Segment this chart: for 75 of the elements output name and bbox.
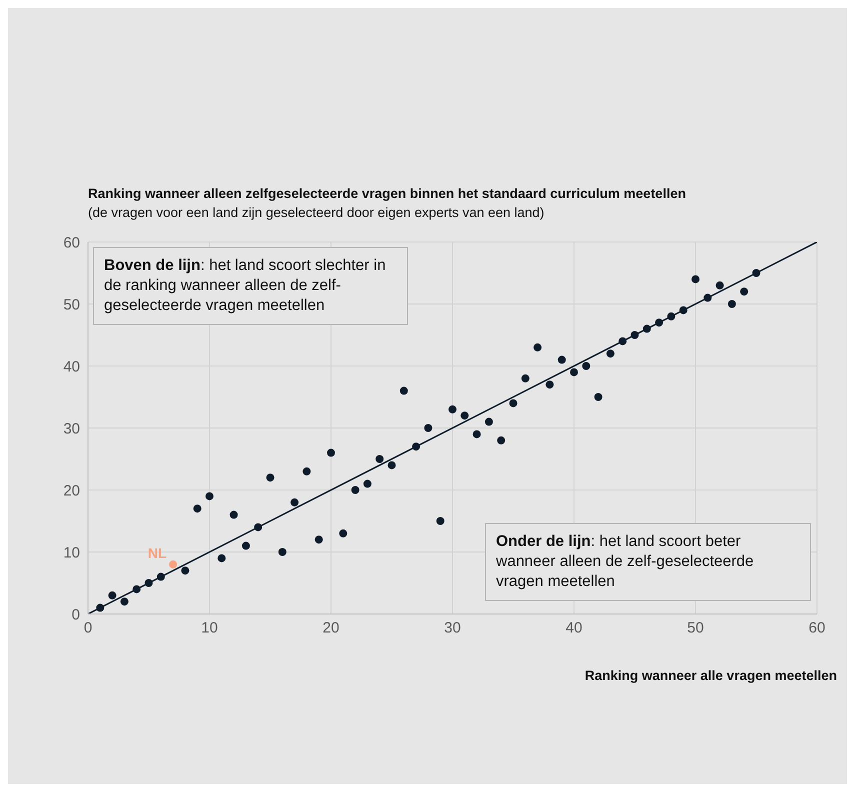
- point: [582, 362, 590, 370]
- y-tick-label: 0: [72, 606, 80, 624]
- point: [509, 399, 518, 408]
- point: [254, 523, 262, 532]
- point: [400, 386, 408, 395]
- point: [655, 318, 664, 327]
- point: [96, 604, 104, 612]
- point: [460, 412, 469, 420]
- x-tick-label: 30: [444, 620, 461, 637]
- point: [363, 480, 372, 488]
- x-tick-label: 60: [808, 620, 826, 637]
- point: [728, 300, 736, 308]
- series-label: NL: [148, 544, 167, 561]
- note-box: Onder de lijn: het land scoort beter wanneer alleen de zelf-geselecteerde vragen meetellen: [485, 523, 811, 601]
- chart-subtitle: (de vragen voor een land zijn geselecteerd door eigen experts van een land): [88, 205, 544, 220]
- point: [206, 492, 214, 500]
- point: [193, 504, 202, 513]
- point: [642, 324, 651, 333]
- y-tick-label: 60: [63, 234, 80, 252]
- point: [484, 418, 493, 426]
- point: [630, 331, 639, 339]
- point: [594, 393, 602, 401]
- x-tick-label: 20: [322, 620, 340, 637]
- point: [108, 591, 116, 600]
- point: [424, 424, 432, 432]
- point: [230, 510, 238, 519]
- x-tick-label: 10: [201, 620, 218, 637]
- point: [156, 572, 165, 581]
- point: [327, 448, 335, 457]
- point: [570, 368, 578, 376]
- x-axis-title: Ranking wanneer alle vragen meetellen: [584, 668, 837, 683]
- point: [497, 436, 506, 444]
- point: [290, 498, 299, 506]
- point: [351, 486, 360, 494]
- point: [546, 380, 554, 389]
- chart-title: Ranking wanneer alleen zelfgeselecteerde vragen binnen het standaard curriculum meetellen: [88, 186, 686, 201]
- point: [181, 566, 190, 575]
- x-tick-label: 50: [687, 620, 704, 637]
- x-tick-label: 0: [84, 620, 92, 637]
- point: [339, 529, 348, 538]
- x-tick-label: 40: [566, 620, 582, 637]
- point: [679, 306, 688, 314]
- point: [704, 294, 712, 302]
- y-tick-label: 20: [63, 482, 80, 500]
- point: [618, 337, 627, 346]
- y-tick-label: 40: [63, 358, 80, 376]
- point: [376, 455, 384, 463]
- point: [412, 442, 420, 451]
- point: [144, 579, 153, 587]
- point: [606, 350, 614, 358]
- point: [472, 430, 481, 438]
- point: [448, 405, 456, 414]
- point: [120, 598, 128, 606]
- point: [169, 560, 178, 568]
- point: [314, 536, 323, 544]
- point: [534, 343, 542, 352]
- y-tick-label: 10: [63, 544, 80, 562]
- point: [558, 356, 566, 364]
- point: [132, 585, 141, 594]
- point: [692, 275, 700, 284]
- point: [752, 269, 760, 277]
- point: [302, 467, 311, 476]
- point: [278, 548, 286, 556]
- point: [740, 288, 748, 296]
- point: [242, 542, 250, 550]
- point: [266, 474, 274, 482]
- point: [388, 461, 396, 470]
- point: [521, 374, 530, 382]
- point: [436, 517, 444, 525]
- point: [218, 554, 226, 562]
- point: [716, 281, 724, 290]
- note-box: Boven de lijn: het land scoort slechter in de ranking wanneer alleen de zelf-geselecteerde vragen meetellen: [93, 247, 408, 325]
- y-tick-label: 50: [63, 296, 80, 314]
- point: [667, 312, 676, 320]
- y-tick-label: 30: [63, 420, 80, 438]
